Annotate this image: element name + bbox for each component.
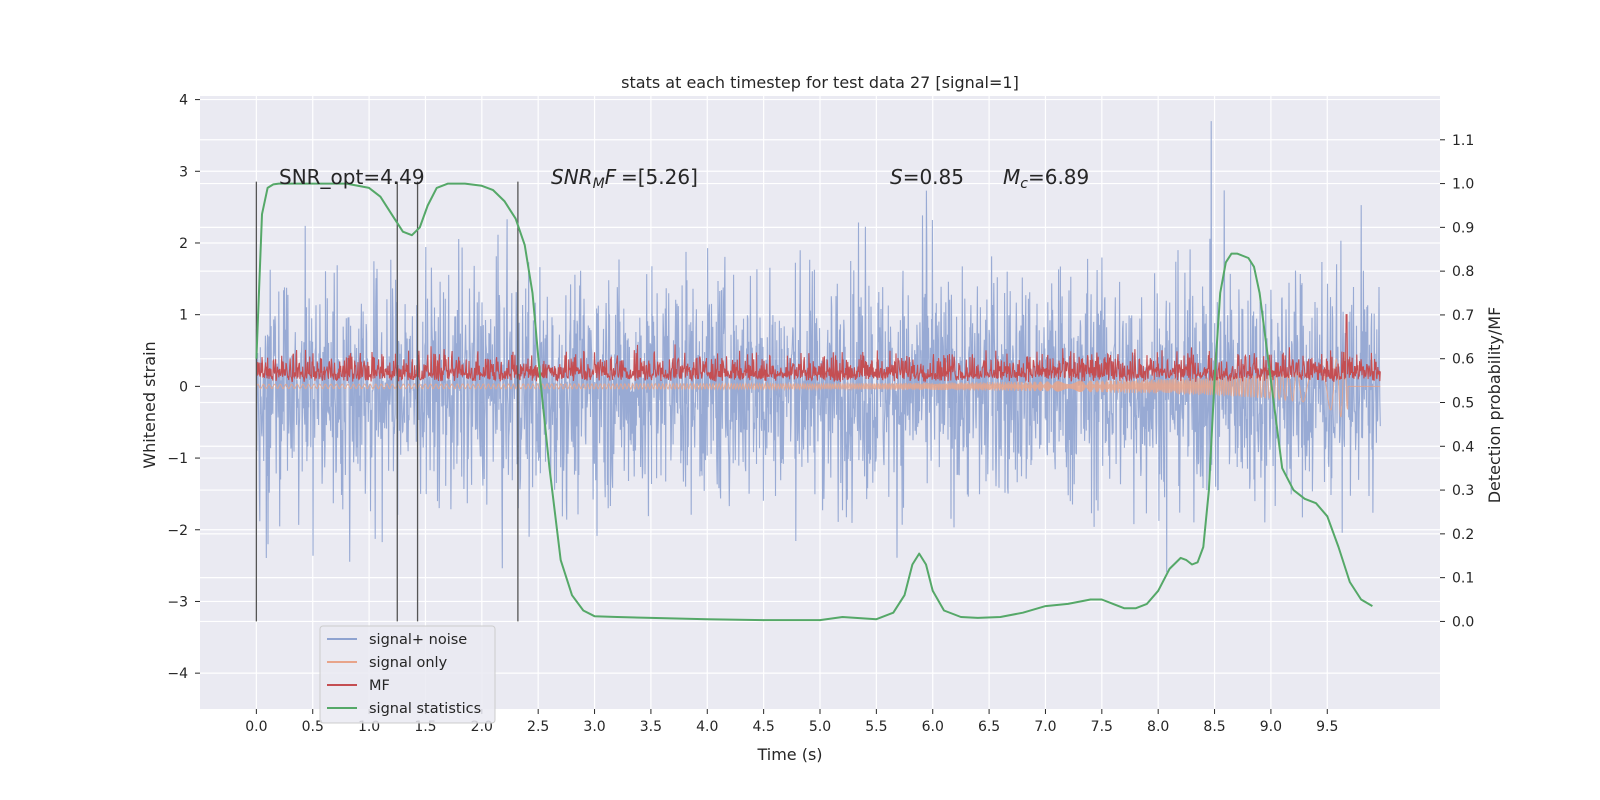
x-tick-label-19: 9.5: [1316, 719, 1338, 735]
signal-statistics-line: [255, 182, 1373, 622]
axis-ticks: 0.0 0.5 1.0 1.5 2.0 2.5 3.0 3.5 4.0 4.5 5.0 5.5 6.0 6…: [167, 93, 1474, 735]
y-tick-label-left-2: −2: [167, 523, 188, 539]
y-tick-label-right-10: 1.0: [1452, 177, 1474, 193]
y-tick-label-right-0: 0.0: [1452, 614, 1474, 630]
y-tick-label-left-7: 3: [179, 164, 188, 180]
series-mf: [255, 314, 1381, 384]
annotation-snr-opt: SNR_opt=4.49: [279, 165, 425, 189]
x-tick-label-8: 4.0: [696, 719, 718, 735]
x-tick-label-18: 9.0: [1260, 719, 1282, 735]
annotation-mc-value: =6.89: [1028, 165, 1089, 189]
annotation-s: S=0.85: [890, 165, 964, 189]
x-tick-label-17: 8.5: [1203, 719, 1225, 735]
legend-label-mf: MF: [369, 678, 390, 694]
annotation-s-value: =0.85: [903, 165, 964, 189]
y-tick-label-left-1: −3: [167, 594, 188, 610]
x-tick-label-5: 2.5: [527, 719, 549, 735]
x-tick-label-14: 7.0: [1034, 719, 1056, 735]
x-tick-label-9: 4.5: [753, 719, 775, 735]
legend-label-signal-statistics: signal statistics: [369, 701, 481, 717]
series-signal-only: [255, 352, 1381, 418]
y-tick-label-left-8: 4: [179, 93, 188, 109]
y-axis-title-left: Whitened strain: [140, 341, 159, 468]
annotation-snr-mf-sub: M: [593, 176, 605, 192]
x-tick-label-1: 0.5: [302, 719, 324, 735]
y-tick-label-left-3: −1: [167, 451, 188, 467]
y-tick-label-right-5: 0.5: [1452, 396, 1474, 412]
x-axis-title: Time (s): [756, 745, 822, 764]
y-tick-label-right-6: 0.6: [1452, 352, 1474, 368]
annotation-snr-mf-value: =[5.26]: [621, 165, 698, 189]
legend-label-signal-only: signal only: [369, 655, 448, 671]
x-tick-label-10: 5.0: [809, 719, 831, 735]
y-tick-label-right-4: 0.4: [1452, 439, 1474, 455]
annotation-snr-mf: SNRMF: [551, 165, 617, 192]
y-tick-label-right-11: 1.1: [1452, 133, 1474, 149]
chart-title: stats at each timestep for test data 27 …: [621, 73, 1019, 92]
legend-frame: [319, 625, 496, 724]
y-tick-label-right-8: 0.8: [1452, 264, 1474, 280]
x-tick-label-15: 7.5: [1091, 719, 1113, 735]
legend: signal+ noise signal only MF signal stat…: [319, 625, 496, 724]
annotation-snr-mf-main: SNR: [551, 165, 593, 189]
signal-only-line: [255, 352, 1381, 418]
annotation-s-symbol: S: [890, 165, 903, 189]
x-tick-label-0: 0.0: [245, 719, 267, 735]
legend-label-signal-noise: signal+ noise: [369, 632, 467, 648]
x-tick-label-12: 6.0: [922, 719, 944, 735]
y-tick-label-left-4: 0: [179, 379, 188, 395]
y-tick-label-left-0: −4: [167, 666, 188, 682]
annotation-snr-mf-f: F: [605, 165, 617, 189]
mf-line: [255, 314, 1381, 384]
annotation-mc-symbol: M: [1003, 165, 1020, 189]
x-tick-label-7: 3.5: [640, 719, 662, 735]
y-axis-title-right: Detection probability/MF: [1485, 307, 1504, 504]
y-tick-label-right-9: 0.9: [1452, 220, 1474, 236]
y-tick-label-left-5: 1: [179, 308, 188, 324]
series-signal-statistics: [255, 182, 1373, 622]
annotation-mc-sub: c: [1020, 176, 1028, 192]
x-tick-label-11: 5.5: [865, 719, 887, 735]
y-tick-label-right-1: 0.1: [1452, 571, 1474, 587]
x-tick-label-16: 8.0: [1147, 719, 1169, 735]
annotation-mc: Mc=6.89: [1003, 165, 1089, 192]
y-tick-label-right-7: 0.7: [1452, 308, 1474, 324]
y-tick-label-right-2: 0.2: [1452, 527, 1474, 543]
vertical-markers: [255, 181, 519, 622]
y-tick-label-right-3: 0.3: [1452, 483, 1474, 499]
y-tick-label-left-6: 2: [179, 236, 188, 252]
x-tick-label-6: 3.0: [583, 719, 605, 735]
x-tick-label-13: 6.5: [978, 719, 1000, 735]
